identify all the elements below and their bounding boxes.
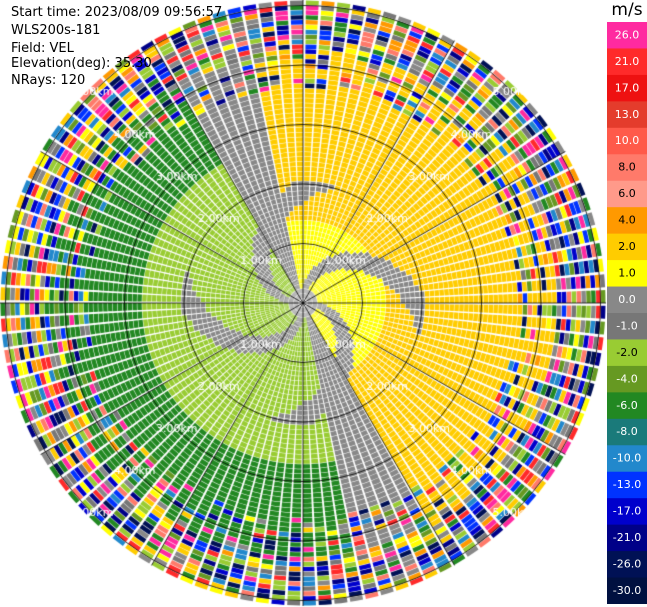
colorbar-tick-label: 1.0 xyxy=(618,266,636,279)
colorbar-segment xyxy=(607,74,647,102)
field-label: Field: VEL xyxy=(11,41,74,56)
colorbar-tick-label: 2.0 xyxy=(618,240,636,253)
colorbar-segment xyxy=(607,577,647,604)
colorbar-segment xyxy=(607,48,647,76)
elevation-label: Elevation(deg): 35.30 xyxy=(11,56,152,71)
colorbar-tick-label: 4.0 xyxy=(618,214,636,227)
nrays-label: NRays: 120 xyxy=(11,73,86,88)
colorbar-segment xyxy=(607,127,647,155)
colorbar-segment xyxy=(607,524,647,552)
colorbar-segment xyxy=(607,313,647,340)
colorbar-tick-label: -21.0 xyxy=(613,531,641,544)
colorbar-segment xyxy=(607,233,647,261)
colorbar-tick-label: -10.0 xyxy=(613,452,641,465)
radar-ppi-plot xyxy=(0,0,607,607)
colorbar-segment xyxy=(607,551,647,579)
colorbar-segment xyxy=(607,392,647,420)
colorbar-tick-label: -8.0 xyxy=(616,425,637,438)
colorbar-tick-label: -30.0 xyxy=(613,584,641,597)
colorbar-segment xyxy=(607,471,647,499)
colorbar-segment xyxy=(607,180,647,208)
colorbar-tick-label: -13.0 xyxy=(613,478,641,491)
colorbar: 26.0 21.0 17.0 13.0 10.0 8.0 6.0 4.0 2.0 1.0 0.0 -1… xyxy=(607,22,647,604)
colorbar-tick-label: 26.0 xyxy=(615,28,640,41)
colorbar-segment xyxy=(607,286,647,314)
colorbar-segment xyxy=(607,260,647,288)
colorbar-segment xyxy=(607,101,647,129)
colorbar-segment xyxy=(607,445,647,473)
colorbar-tick-label: -6.0 xyxy=(616,399,637,412)
colorbar-tick-label: 13.0 xyxy=(615,108,640,121)
start-time-label: Start time: 2023/08/09 09:56:57 xyxy=(11,5,223,20)
colorbar-segment xyxy=(607,365,647,393)
colorbar-tick-label: -1.0 xyxy=(616,319,637,332)
colorbar-tick-label: -26.0 xyxy=(613,557,641,570)
colorbar-tick-label: 21.0 xyxy=(615,55,640,68)
colorbar-segment xyxy=(607,207,647,235)
colorbar-unit-label: m/s xyxy=(611,0,643,20)
colorbar-tick-label: -17.0 xyxy=(613,505,641,518)
colorbar-tick-label: 6.0 xyxy=(618,187,636,200)
colorbar-segment xyxy=(607,154,647,182)
station-label: WLS200s-181 xyxy=(11,23,101,38)
colorbar-tick-label: -4.0 xyxy=(616,372,637,385)
colorbar-segment xyxy=(607,418,647,446)
colorbar-tick-label: 0.0 xyxy=(618,293,636,306)
colorbar-tick-label: 17.0 xyxy=(615,81,640,94)
colorbar-segment xyxy=(607,339,647,367)
colorbar-tick-label: 8.0 xyxy=(618,161,636,174)
colorbar-segment xyxy=(607,22,647,49)
colorbar-segment xyxy=(607,498,647,526)
colorbar-tick-label: 10.0 xyxy=(615,134,640,147)
colorbar-tick-label: -2.0 xyxy=(616,346,637,359)
